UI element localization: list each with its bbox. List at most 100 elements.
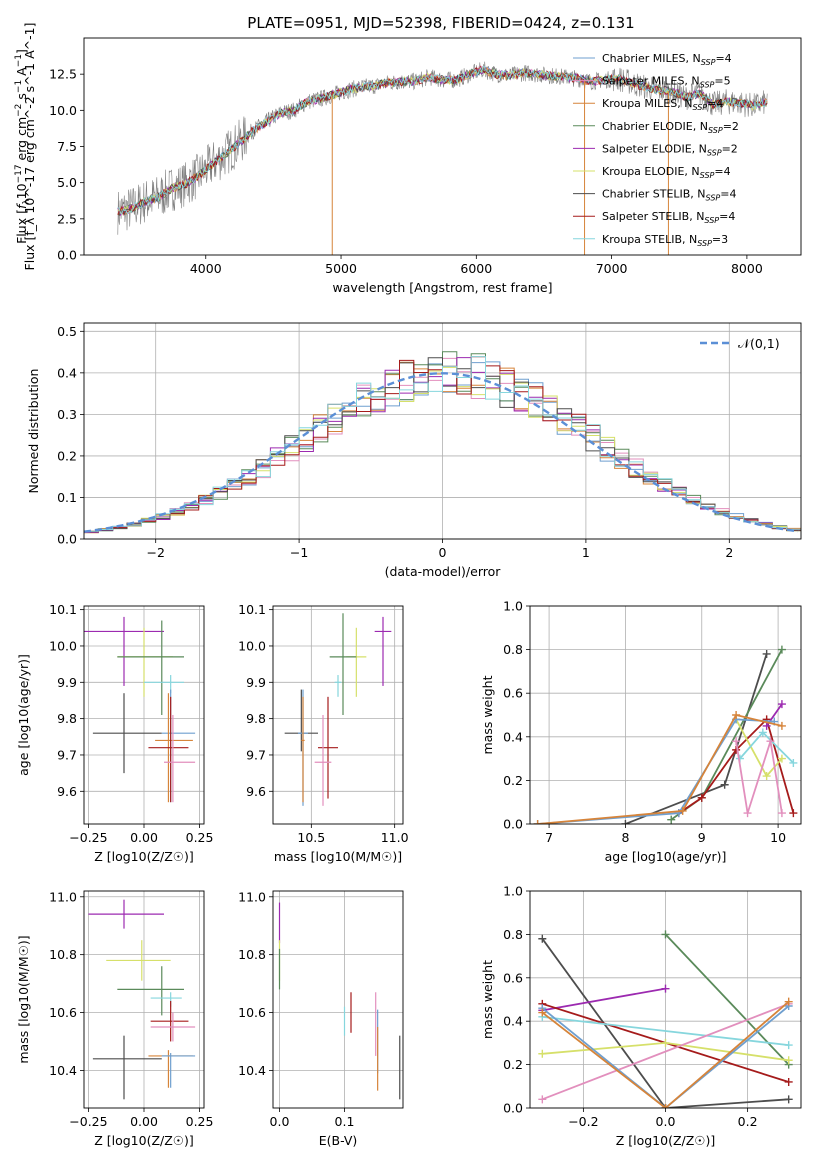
massweight-vs-age-panel: 7 8 9 10 0.0 0.2 0.4 0.6 0.8 1.0 age [log10(age/yr… <box>480 599 802 864</box>
plus-marker <box>784 1041 793 1050</box>
legend-entry: Chabrier STELIB, NSSP=4 <box>602 188 736 203</box>
y-axis-label: age [log10(age/yr)] <box>16 654 31 776</box>
y-tick-label: 0.0 <box>57 532 77 547</box>
y-tick-label: 0.2 <box>503 773 523 788</box>
plus-marker <box>538 1008 547 1017</box>
figure-title: PLATE=0951, MJD=52398, FIBERID=0424, z=0… <box>247 14 634 32</box>
series-line <box>537 718 775 824</box>
plus-marker <box>762 649 771 658</box>
y-axis-label: Normed distribution <box>26 369 41 494</box>
y-tick-label: 11.0 <box>238 889 266 904</box>
plus-marker <box>621 820 630 824</box>
x-axis-label: Z [log10(Z/Z☉)] <box>94 849 194 864</box>
axes-frame <box>272 605 404 825</box>
series-line <box>735 740 783 814</box>
x-tick-label: 11.0 <box>381 830 409 845</box>
x-tick-label: −2 <box>146 545 164 560</box>
x-tick-label: 1 <box>582 545 590 560</box>
legend-entry: Salpeter ELODIE, NSSP=2 <box>602 142 738 157</box>
x-tick-label: 0.1 <box>335 1114 355 1129</box>
x-tick-label: 0.0 <box>656 1114 676 1129</box>
plus-marker <box>732 711 741 719</box>
y-tick-label: 10.0 <box>238 638 266 653</box>
x-axis-label: (data-model)/error <box>385 564 502 579</box>
y-axis-label: mass weight <box>480 960 495 1039</box>
series-line <box>541 1001 790 1108</box>
y-axis-label: Flux [f_λ 10^-17 erg cm^-2 s^-1 A^-1] <box>22 23 37 271</box>
model-spectrum-line <box>117 67 768 216</box>
error-bars <box>278 902 401 1100</box>
y-tick-label: 9.6 <box>57 784 77 799</box>
x-tick-label: 8000 <box>731 261 763 276</box>
y-tick-label: 11.0 <box>49 889 77 904</box>
legend-entry: Kroupa ELODIE, NSSP=4 <box>602 165 731 180</box>
y-tick-label: 0.5 <box>57 324 77 339</box>
mass-weight-lines <box>533 645 798 824</box>
x-axis-label: Z [log10(Z/Z☉)] <box>616 1133 716 1148</box>
plus-marker <box>766 737 775 746</box>
x-tick-label: 4000 <box>190 261 222 276</box>
x-tick-label: 0.2 <box>738 1114 758 1129</box>
legend-entry: Salpeter MILES, NSSP=5 <box>602 75 731 90</box>
axes-frame <box>83 890 205 1109</box>
plus-marker <box>538 934 547 943</box>
x-tick-label: 8 <box>621 830 629 845</box>
plus-marker <box>789 809 798 818</box>
y-tick-label: 10.6 <box>49 1005 77 1020</box>
plus-marker <box>784 1056 793 1065</box>
massweight-vs-Z-panel: −0.2 0.0 0.2 0.0 0.2 0.4 0.6 0.8 1.0 Z [log10(Z/Z… <box>480 884 802 1148</box>
plus-marker <box>732 745 741 754</box>
x-tick-label: 0.25 <box>186 830 214 845</box>
y-tick-label: 0.8 <box>503 927 523 942</box>
axes-frame <box>529 605 802 825</box>
y-tick-label: 9.7 <box>246 747 266 762</box>
x-tick-label: 10.5 <box>297 830 325 845</box>
y-tick-label: 10.1 <box>49 602 77 617</box>
gaussian-curve <box>84 372 799 533</box>
axes-frame <box>83 37 802 256</box>
y-tick-label: 0.4 <box>57 365 77 380</box>
y-tick-label: 2.5 <box>57 211 77 226</box>
y-tick-label: 1.0 <box>503 884 523 899</box>
y-tick-label: 9.9 <box>246 675 266 690</box>
plus-marker <box>678 806 687 815</box>
y-tick-label: 9.8 <box>246 711 266 726</box>
plus-marker <box>661 1038 670 1047</box>
plus-marker <box>743 809 752 818</box>
y-tick-label: 10.4 <box>238 1063 266 1078</box>
y-tick-label: 12.5 <box>49 67 77 82</box>
y-axis-label: Flux [fλ10−17 erg cm−2 s−1 A−1] <box>14 49 32 244</box>
y-tick-label: 10.0 <box>49 638 77 653</box>
legend-entry: Kroupa STELIB, NSSP=3 <box>602 233 728 248</box>
axes-frame <box>272 890 404 1109</box>
y-tick-label: 0.2 <box>503 1057 523 1072</box>
series-line <box>541 1002 790 1101</box>
plus-marker <box>758 728 767 737</box>
y-tick-label: 10.6 <box>238 1005 266 1020</box>
plus-marker <box>661 984 670 993</box>
plus-marker <box>762 772 771 781</box>
y-tick-label: 10.4 <box>49 1063 77 1078</box>
plus-marker <box>777 721 786 730</box>
y-tick-label: 0.1 <box>57 490 77 505</box>
plus-marker <box>784 1077 793 1086</box>
axes-frame <box>83 605 205 825</box>
x-tick-label: 7000 <box>596 261 628 276</box>
series-line <box>542 987 666 1012</box>
plus-marker <box>789 758 798 767</box>
histogram-step <box>84 356 801 532</box>
plus-marker <box>661 930 670 939</box>
mass-weight-lines <box>538 930 793 1108</box>
x-axis-label: mass [log10(M/M☉)] <box>274 849 402 864</box>
spectrum-panel: 4000 5000 6000 7000 8000 0.0 2.5 5.0 7.5 10.0 12.5… <box>14 23 802 295</box>
x-tick-label: 7 <box>545 830 553 845</box>
series-line <box>541 938 789 1108</box>
x-tick-label: −1 <box>290 545 308 560</box>
y-tick-label: 0.4 <box>503 729 523 744</box>
plus-marker <box>538 1095 547 1104</box>
y-tick-label: 10.0 <box>49 103 77 118</box>
x-axis-label: E(B-V) <box>319 1133 358 1148</box>
axes-frame <box>83 322 802 540</box>
plus-marker <box>538 1049 547 1058</box>
histograms <box>84 351 801 534</box>
